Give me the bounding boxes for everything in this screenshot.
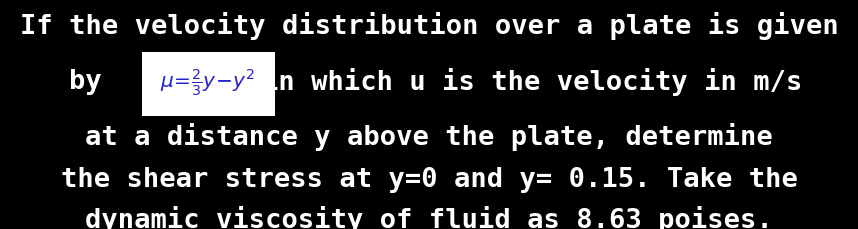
Text: by: by <box>69 69 102 95</box>
Text: in which u is the velocity in m/s: in which u is the velocity in m/s <box>262 68 802 96</box>
Text: If the velocity distribution over a plate is given: If the velocity distribution over a plat… <box>20 12 838 40</box>
Text: at a distance y above the plate, determine: at a distance y above the plate, determi… <box>85 123 773 151</box>
FancyBboxPatch shape <box>142 52 275 116</box>
Text: dynamic viscosity of fluid as 8.63 poises.: dynamic viscosity of fluid as 8.63 poise… <box>85 206 773 229</box>
Text: $\mu\!=\!\frac{2}{3}y\!-\!y^2$: $\mu\!=\!\frac{2}{3}y\!-\!y^2$ <box>160 67 255 98</box>
Text: the shear stress at y=0 and y= 0.15. Take the: the shear stress at y=0 and y= 0.15. Tak… <box>61 167 797 193</box>
